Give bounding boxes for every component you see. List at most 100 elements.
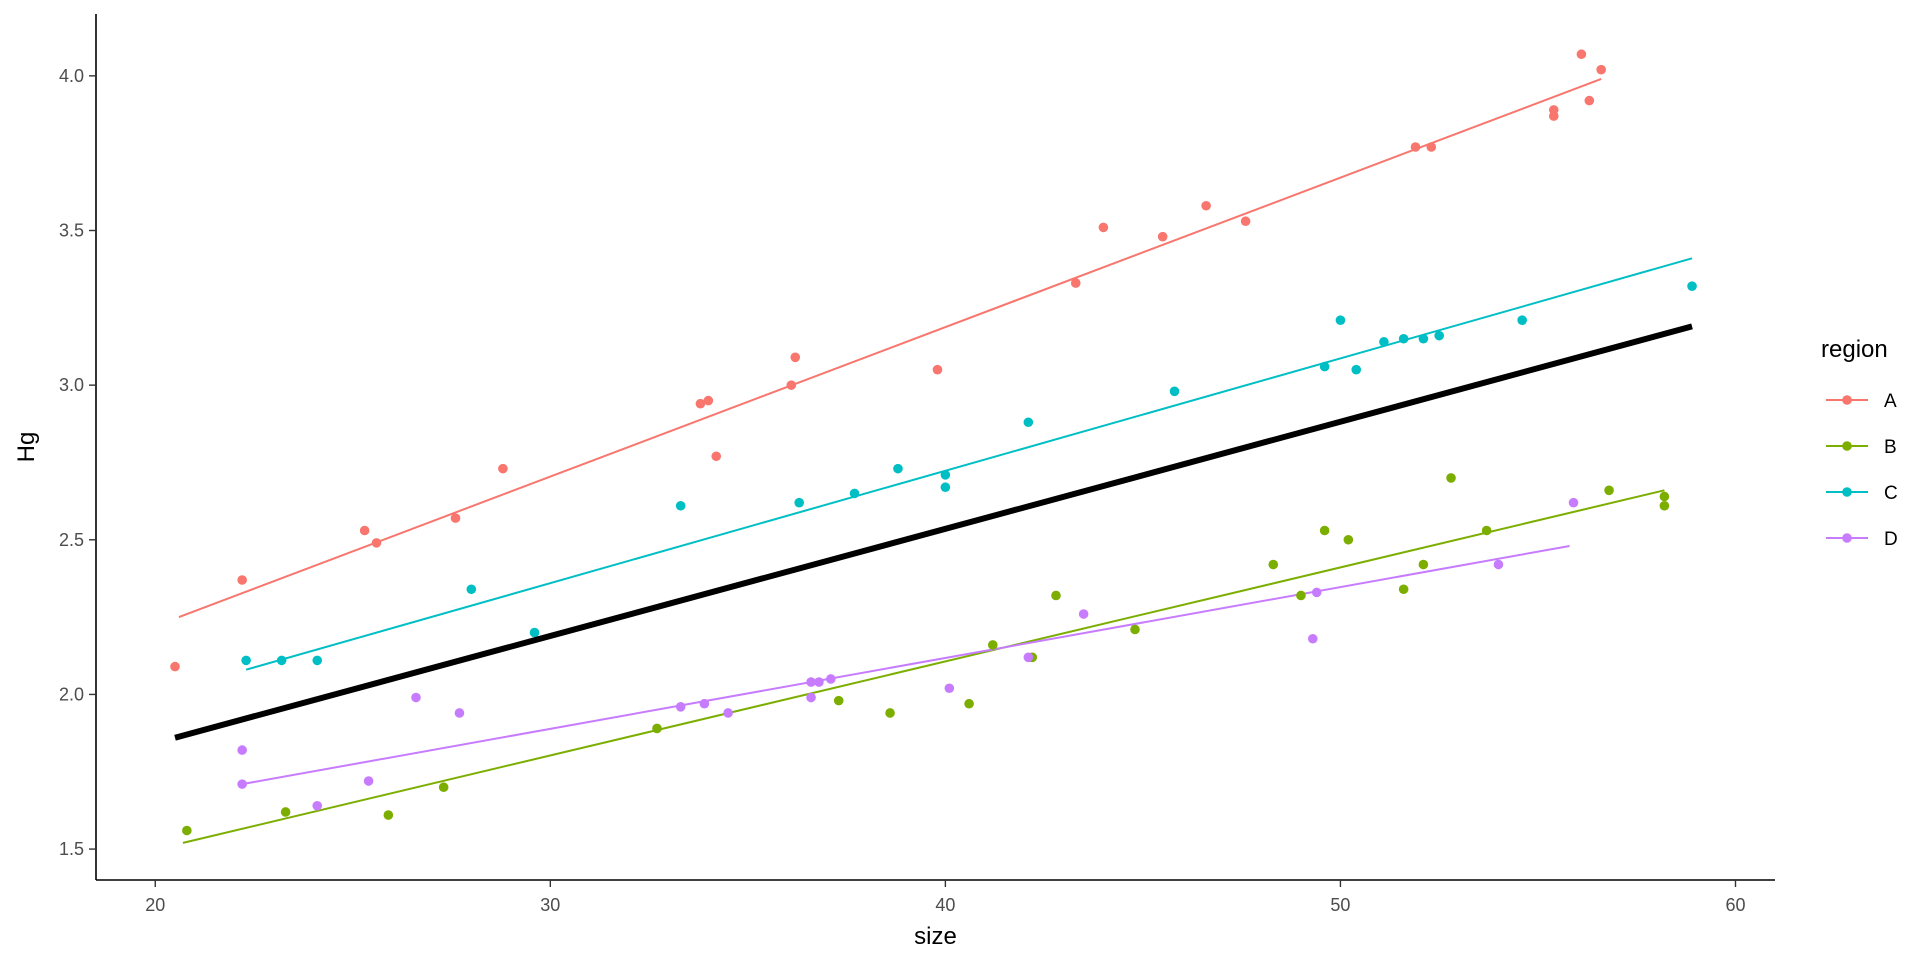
data-point-C — [794, 497, 805, 508]
data-point-A — [711, 451, 722, 462]
data-point-A — [450, 513, 461, 523]
data-point-C — [1335, 315, 1346, 325]
axes: 20 30 40 50 60 1.5 2.0 2.5 3.0 3.5 4.0 — [59, 14, 1775, 915]
legend-point-D — [1842, 533, 1852, 543]
data-points — [170, 49, 1697, 836]
data-point-C — [276, 655, 287, 666]
data-point-A — [695, 398, 706, 409]
data-point-D — [1311, 587, 1322, 598]
y-tick-label: 3.5 — [59, 221, 84, 241]
data-point-D — [1307, 633, 1318, 644]
legend-point-C — [1842, 487, 1852, 497]
y-axis-title: Hg — [13, 432, 40, 463]
data-point-C — [849, 488, 860, 499]
data-point-D — [454, 708, 465, 718]
x-tick-label: 20 — [145, 895, 165, 915]
data-point-A — [1201, 200, 1211, 211]
data-point-C — [1418, 333, 1429, 344]
data-point-B — [182, 825, 192, 836]
data-point-B — [1051, 590, 1061, 601]
fit-line-C — [245, 257, 1693, 671]
data-point-A — [371, 538, 382, 548]
y-axis-ticks: 1.5 2.0 2.5 3.0 3.5 4.0 — [59, 66, 96, 859]
data-point-B — [1659, 500, 1670, 511]
fit-line-B — [182, 489, 1665, 844]
data-point-A — [1576, 49, 1587, 60]
data-point-C — [675, 500, 686, 511]
data-point-B — [987, 640, 998, 650]
x-tick-label: 50 — [1330, 895, 1350, 915]
data-point-A — [1410, 142, 1421, 152]
data-point-B — [1659, 491, 1670, 502]
data-point-B — [964, 698, 974, 709]
data-point-B — [280, 807, 291, 817]
data-point-B — [1296, 590, 1306, 601]
data-point-A — [359, 525, 370, 536]
legend-label-B: B — [1884, 437, 1897, 458]
data-point-B — [1398, 584, 1409, 595]
data-point-B — [1343, 534, 1354, 545]
data-point-B — [1446, 473, 1456, 483]
y-tick-label: 3.0 — [59, 375, 84, 395]
data-point-A — [1240, 216, 1251, 227]
data-point-A — [1157, 231, 1168, 242]
data-point-C — [940, 482, 951, 493]
data-point-C — [940, 470, 951, 480]
data-point-D — [1568, 497, 1579, 508]
data-point-B — [1319, 525, 1330, 536]
data-point-B — [1604, 485, 1614, 496]
data-point-D — [363, 776, 374, 786]
data-point-D — [237, 745, 247, 755]
data-point-A — [932, 364, 943, 375]
data-point-C — [466, 584, 477, 595]
data-point-C — [1023, 417, 1034, 428]
data-point-B — [383, 810, 394, 820]
data-point-D — [723, 708, 733, 718]
x-axis-title: size — [914, 923, 957, 950]
data-point-D — [826, 674, 836, 684]
legend-title: region — [1821, 336, 1888, 363]
data-point-B — [1481, 525, 1492, 536]
legend-label-D: D — [1884, 529, 1898, 550]
data-point-A — [1548, 105, 1559, 115]
overall-fit-line — [174, 323, 1693, 741]
data-point-A — [1596, 64, 1606, 75]
y-tick-label: 1.5 — [59, 839, 84, 859]
legend-label-A: A — [1884, 391, 1897, 412]
data-point-D — [237, 779, 247, 789]
legend-label-C: C — [1884, 483, 1898, 504]
data-point-D — [806, 692, 816, 703]
data-point-D — [699, 698, 710, 709]
data-point-C — [312, 655, 323, 666]
data-point-A — [1098, 222, 1109, 233]
data-point-A — [703, 395, 714, 406]
data-point-A — [170, 661, 180, 672]
data-point-C — [241, 655, 251, 666]
data-point-C — [1398, 333, 1409, 344]
legend-point-B — [1842, 441, 1852, 451]
data-point-B — [1130, 624, 1140, 635]
data-point-D — [944, 683, 955, 694]
data-point-A — [498, 463, 508, 474]
legend-items: A B C D — [1826, 391, 1898, 550]
data-point-B — [438, 782, 449, 793]
data-point-C — [1319, 361, 1330, 372]
data-point-C — [893, 463, 903, 474]
data-point-C — [1434, 330, 1444, 341]
data-point-C — [1517, 315, 1527, 325]
x-tick-label: 30 — [540, 895, 560, 915]
data-point-D — [411, 692, 421, 703]
fit-line-A — [178, 78, 1602, 619]
data-point-D — [806, 677, 816, 687]
data-point-C — [529, 627, 540, 638]
data-point-D — [1493, 559, 1504, 570]
data-point-D — [1023, 652, 1034, 663]
x-axis-ticks: 20 30 40 50 60 — [145, 880, 1746, 915]
legend-point-A — [1842, 395, 1852, 405]
data-point-D — [1078, 609, 1089, 619]
data-point-A — [1584, 95, 1595, 106]
data-point-B — [652, 723, 662, 734]
data-point-D — [675, 702, 686, 712]
